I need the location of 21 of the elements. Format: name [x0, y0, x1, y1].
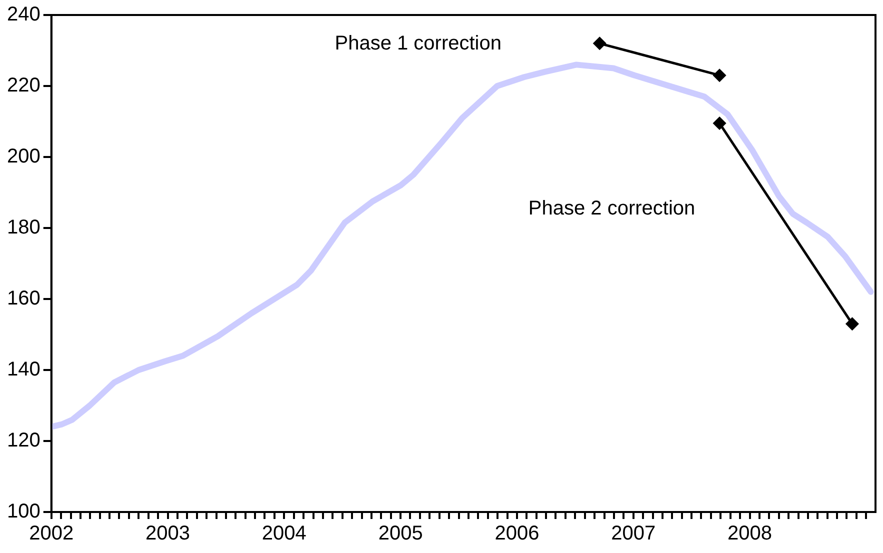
- x-tick-label: 2007: [611, 522, 656, 545]
- point: [846, 318, 858, 330]
- annotation: Phase 2 correction: [528, 197, 696, 220]
- y-tick-label: 220: [6, 74, 40, 97]
- x-tick-label: 2002: [29, 522, 74, 545]
- x-tick-label: 2008: [728, 522, 772, 545]
- x-tick-label: 2006: [494, 522, 540, 545]
- y-tick-label: 160: [6, 288, 40, 310]
- x-tick-label: 2003: [146, 522, 190, 545]
- y-tick-label: 120: [6, 430, 40, 452]
- y-tick-label: 140: [6, 358, 40, 381]
- point: [713, 117, 726, 130]
- y-tick-label: 100: [6, 500, 40, 523]
- point: [713, 69, 726, 82]
- x-tick-label: 2004: [262, 522, 306, 545]
- y-tick-label: 240: [6, 4, 40, 26]
- y-tick-label: 200: [6, 146, 40, 168]
- point: [593, 37, 606, 50]
- x-tick-label: 2005: [378, 522, 423, 545]
- annotation: Phase 1 correction: [334, 32, 502, 54]
- y-tick-label: 180: [6, 216, 40, 239]
